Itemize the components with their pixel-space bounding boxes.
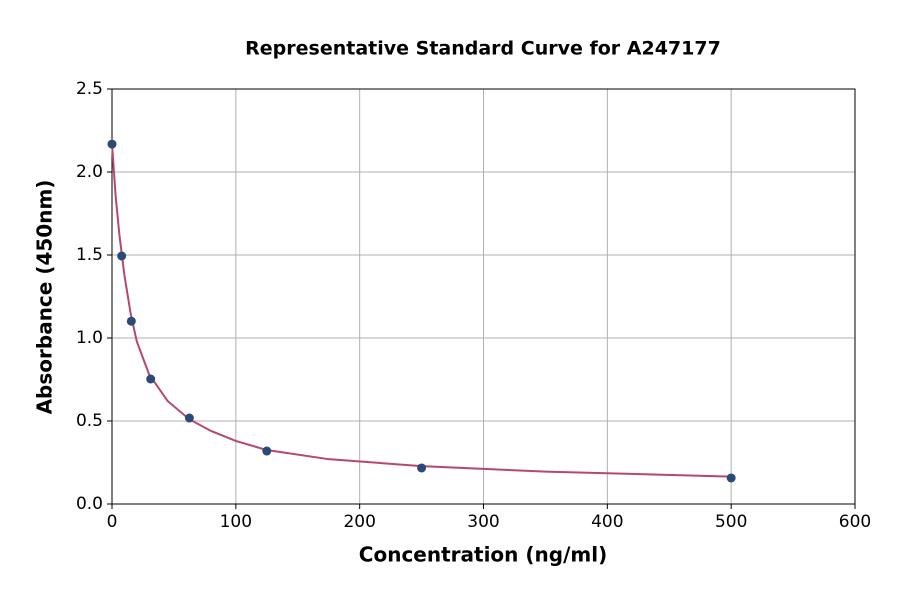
data-point <box>184 413 194 423</box>
y-axis-label: Absorbance (450nm) <box>33 180 57 415</box>
x-tick-label: 100 <box>220 512 252 532</box>
y-tick-label: 0.5 <box>76 411 103 431</box>
x-tick-label: 0 <box>107 512 118 532</box>
x-tick-label: 300 <box>467 512 499 532</box>
data-point <box>262 446 272 456</box>
y-tick-label: 1.0 <box>76 328 103 348</box>
y-tick-label: 1.5 <box>76 245 103 265</box>
x-tick-label: 200 <box>343 512 375 532</box>
data-point <box>107 139 117 149</box>
y-tick-label: 2.0 <box>76 162 103 182</box>
data-point <box>117 251 127 261</box>
data-point <box>146 374 156 384</box>
x-axis-label: Concentration (ng/ml) <box>359 543 607 567</box>
x-tick-label: 400 <box>591 512 623 532</box>
x-tick-label: 600 <box>839 512 871 532</box>
chart-title: Representative Standard Curve for A24717… <box>245 38 721 60</box>
data-point <box>126 316 136 326</box>
fit-curve <box>111 143 732 478</box>
data-point <box>417 463 427 473</box>
x-tick-label: 500 <box>715 512 747 532</box>
y-tick-label: 2.5 <box>76 79 103 99</box>
y-tick-label: 0.0 <box>76 494 103 514</box>
data-point <box>726 473 736 483</box>
plot-frame <box>111 88 856 505</box>
